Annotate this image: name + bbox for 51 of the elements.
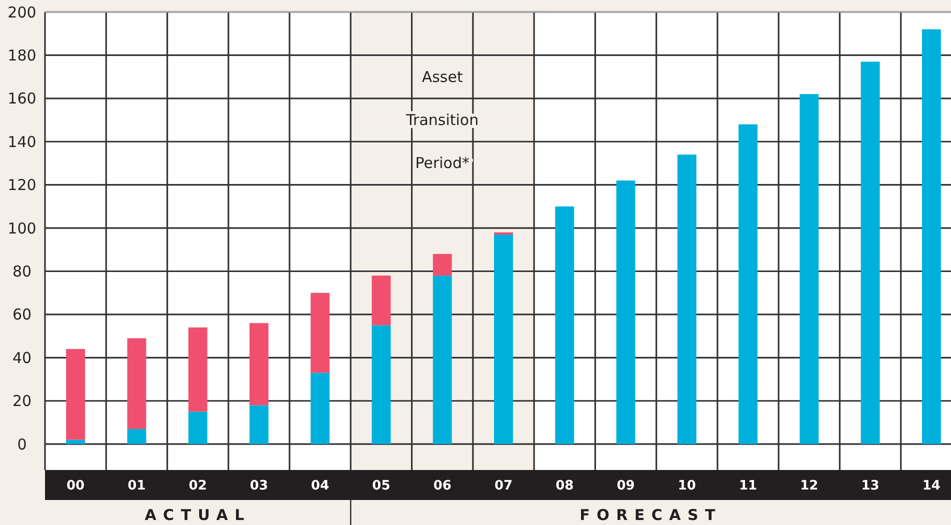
- y-tick-label: 0: [17, 435, 27, 454]
- y-tick-label: 60: [12, 306, 32, 324]
- bar: [310, 372, 330, 444]
- bar: [188, 327, 208, 412]
- y-tick-label: 40: [12, 348, 32, 367]
- x-tick-label: 00: [66, 478, 85, 494]
- x-tick-label: 04: [311, 478, 330, 494]
- y-tick-label: 140: [8, 132, 36, 151]
- y-tick-label: 100: [8, 219, 36, 238]
- bar: [188, 412, 208, 444]
- bar: [860, 62, 880, 444]
- bar: [127, 428, 146, 444]
- y-tick-label: 20: [12, 392, 32, 410]
- x-tick-label: 13: [861, 478, 880, 494]
- y-tick-label: 200: [8, 3, 36, 22]
- x-tick-label: 14: [922, 478, 940, 494]
- x-tick-label: 02: [188, 478, 207, 494]
- x-tick-label: 09: [616, 478, 635, 494]
- x-tick-label: 05: [372, 478, 390, 494]
- y-tick-label: 180: [8, 46, 36, 64]
- bar: [432, 254, 452, 276]
- x-tick-label: 06: [433, 478, 452, 494]
- x-tick-label: 07: [494, 478, 513, 494]
- y-tick-label: 120: [8, 176, 36, 194]
- text: FORECAST: [580, 506, 722, 524]
- bar: [494, 234, 513, 444]
- x-tick-label: 12: [800, 478, 818, 494]
- x-tick-label: 08: [556, 478, 574, 494]
- bar: [66, 440, 86, 444]
- bar: [310, 292, 330, 373]
- x-tick-label: 10: [678, 478, 696, 494]
- bar: [738, 124, 758, 444]
- bar: [616, 180, 636, 444]
- bar: [922, 29, 941, 444]
- bar: [800, 94, 819, 444]
- bar: [677, 154, 696, 444]
- x-tick-label: 11: [738, 478, 758, 494]
- bar: [127, 338, 146, 429]
- x-tick-label: 03: [250, 478, 268, 494]
- y-tick-label: 160: [8, 90, 36, 108]
- x-tick-label: 01: [128, 478, 146, 494]
- bar: [249, 405, 268, 444]
- bar: [432, 276, 452, 444]
- bar: [555, 206, 574, 444]
- bar: [249, 323, 268, 406]
- bar: [494, 232, 513, 235]
- bar: [372, 276, 391, 326]
- text: ACTUAL: [144, 506, 251, 524]
- bar: [372, 325, 391, 444]
- y-tick-label: 80: [12, 262, 32, 280]
- bar: [66, 349, 86, 440]
